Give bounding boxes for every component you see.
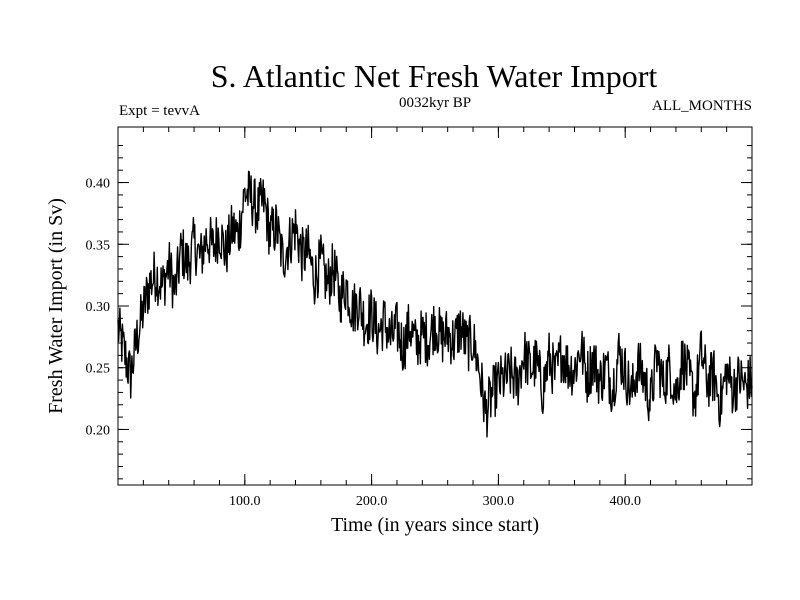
- chart-title: S. Atlantic Net Fresh Water Import: [211, 58, 658, 94]
- y-tick-label-3: 0.35: [86, 238, 111, 253]
- x-tick-label-0: 100.0: [229, 494, 261, 509]
- x-tick-label-3: 400.0: [609, 494, 641, 509]
- x-tick-label-1: 200.0: [356, 494, 388, 509]
- y-tick-label-1: 0.25: [86, 362, 111, 377]
- experiment-label: Expt = tevvA: [119, 103, 200, 119]
- y-tick-label-2: 0.30: [86, 300, 111, 315]
- series-line: [117, 170, 753, 438]
- y-axis-label: Fresh Water Import (in Sv): [45, 198, 67, 414]
- x-tick-label-2: 300.0: [483, 494, 515, 509]
- axis-tick-labels: 100.0 200.0 300.0 400.0 0.20 0.25 0.30 0.35 0.40: [86, 177, 641, 509]
- axis-ticks: [117, 127, 753, 485]
- y-tick-label-0: 0.20: [86, 423, 111, 438]
- x-axis-label: Time (in years since start): [331, 514, 539, 536]
- plot-frame: [117, 126, 753, 486]
- period-label: 0032kyr BP: [399, 95, 471, 111]
- months-label: ALL_MONTHS: [652, 98, 752, 114]
- y-tick-label-4: 0.40: [86, 177, 111, 192]
